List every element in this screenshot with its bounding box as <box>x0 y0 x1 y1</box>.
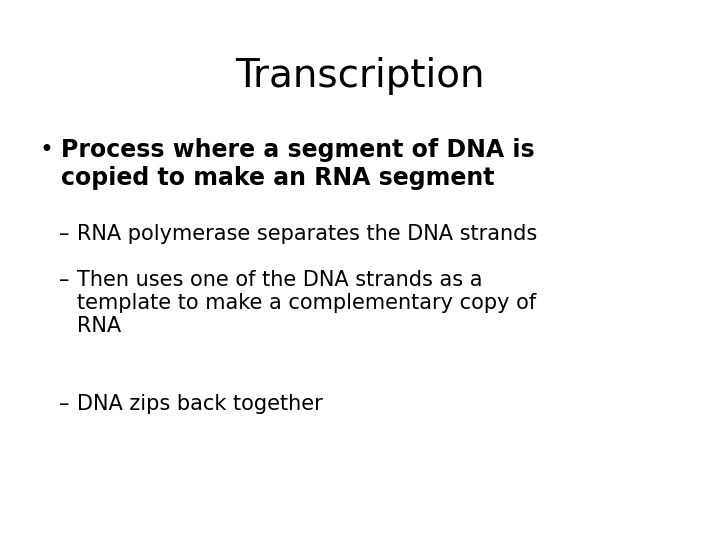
Text: Then uses one of the DNA strands as a
template to make a complementary copy of
R: Then uses one of the DNA strands as a te… <box>77 270 536 336</box>
Text: –: – <box>59 394 69 414</box>
Text: –: – <box>59 224 69 244</box>
Text: RNA polymerase separates the DNA strands: RNA polymerase separates the DNA strands <box>77 224 537 244</box>
Text: –: – <box>59 270 69 290</box>
Text: DNA zips back together: DNA zips back together <box>77 394 323 414</box>
Text: •: • <box>40 138 53 161</box>
Text: Transcription: Transcription <box>235 57 485 94</box>
Text: Process where a segment of DNA is
copied to make an RNA segment: Process where a segment of DNA is copied… <box>61 138 535 191</box>
